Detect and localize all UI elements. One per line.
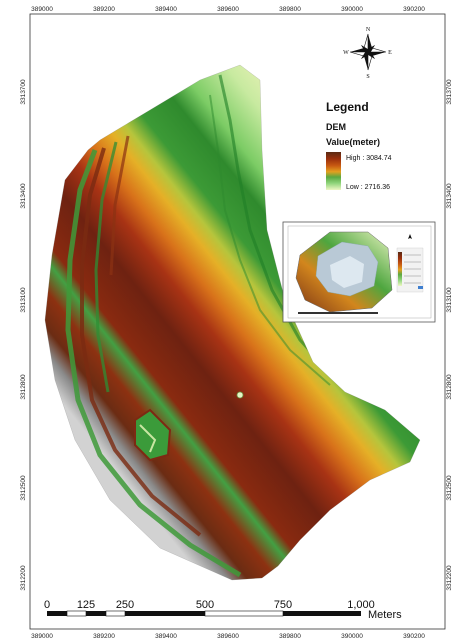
compass-rose-icon: N S E W (343, 27, 392, 80)
x-tick-top: 389600 (217, 6, 239, 13)
scale-label: 125 (77, 599, 95, 611)
compass-east-label: E (388, 50, 392, 56)
y-tick-right: 3313700 (446, 79, 453, 105)
y-tick-right: 3313100 (446, 287, 453, 313)
y-tick-left: 3313700 (20, 79, 27, 105)
legend-layer: DEM (326, 122, 346, 132)
legend-title: Legend (326, 100, 369, 114)
x-ticks-bottom: 389000 389200 389400 389600 389800 39000… (31, 633, 425, 640)
x-tick-bottom: 389000 (31, 633, 53, 640)
y-tick-right: 3313400 (446, 183, 453, 209)
x-tick-top: 389000 (31, 6, 53, 13)
x-tick-bottom: 390200 (403, 633, 425, 640)
scale-label: 500 (196, 599, 214, 611)
x-tick-top: 390200 (403, 6, 425, 13)
x-tick-top: 389400 (155, 6, 177, 13)
legend-high-label: High : 3084.74 (346, 155, 392, 162)
legend: Legend DEM Value(meter) High : 3084.74 L… (326, 100, 392, 191)
legend-color-ramp (326, 152, 341, 190)
scale-label: 0 (44, 599, 50, 611)
y-tick-right: 3312500 (446, 475, 453, 501)
y-ticks-left: 3313700 3313400 3313100 3312800 3312500 … (20, 79, 27, 591)
inset-map (282, 221, 436, 323)
x-tick-top: 390000 (341, 6, 363, 13)
x-tick-bottom: 389200 (93, 633, 115, 640)
compass-south-label: S (366, 74, 369, 80)
scale-bar: 0 125 250 500 750 1,000 Meters (44, 599, 402, 621)
x-tick-bottom: 389600 (217, 633, 239, 640)
x-ticks-top: 389000 389200 389400 389600 389800 39000… (31, 6, 425, 13)
legend-field: Value(meter) (326, 137, 380, 147)
y-tick-left: 3312500 (20, 475, 27, 501)
x-tick-top: 389800 (279, 6, 301, 13)
y-tick-left: 3312200 (20, 565, 27, 591)
compass-north-label: N (366, 27, 371, 33)
y-tick-right: 3312800 (446, 374, 453, 400)
x-tick-bottom: 389400 (155, 633, 177, 640)
y-tick-left: 3312800 (20, 374, 27, 400)
y-tick-right: 3312200 (446, 565, 453, 591)
scale-label: 1,000 (347, 599, 375, 611)
y-tick-left: 3313400 (20, 183, 27, 209)
y-tick-left: 3313100 (20, 287, 27, 313)
x-tick-bottom: 390000 (341, 633, 363, 640)
scale-unit: Meters (368, 609, 402, 621)
legend-low-label: Low : 2716.36 (346, 184, 390, 191)
compass-west-label: W (343, 50, 349, 56)
x-tick-top: 389200 (93, 6, 115, 13)
x-tick-bottom: 389800 (279, 633, 301, 640)
y-ticks-right: 3313700 3313400 3313100 3312800 3312500 … (446, 79, 453, 591)
scale-label: 250 (116, 599, 134, 611)
scale-label: 750 (274, 599, 292, 611)
